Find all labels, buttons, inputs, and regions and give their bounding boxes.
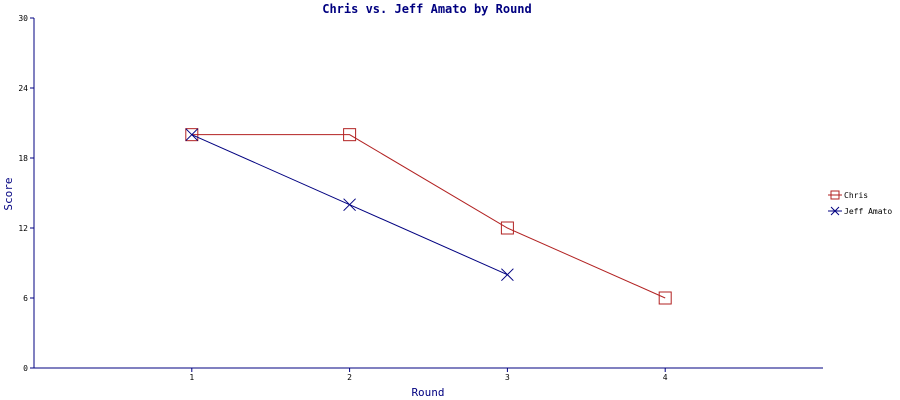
x-tick-label: 4 [663,373,668,382]
data-point-jeff-amato [343,198,356,212]
x-tick-label: 1 [189,373,194,382]
data-point-jeff-amato-stroke [343,198,356,212]
data-point-chris [343,128,357,142]
legend-label-jeff-amato: Jeff Amato [844,207,892,216]
legend-marker-jeff-amato [830,206,840,216]
y-axis-label: Score [2,177,15,210]
legend-label-chris: Chris [844,191,868,200]
data-point-chris [500,221,514,235]
data-point-jeff-amato-stroke [185,128,199,142]
data-point-chris [185,128,199,142]
series-line-chris [191,134,666,299]
legend: Chris Jeff Amato [828,190,892,216]
x-axis-label: Round [411,386,444,399]
y-tick-label: 6 [23,294,28,303]
legend-marker-chris [830,190,840,200]
plot-area [185,128,672,305]
data-point-chris [658,291,672,305]
x-tick-label: 3 [505,373,510,382]
x-tick-label: 2 [347,373,352,382]
y-tick-label: 12 [18,224,28,233]
chart-title: Chris vs. Jeff Amato by Round [322,2,532,16]
data-point-jeff-amato [185,128,199,142]
y-tick-label: 0 [23,364,28,373]
y-tick-label: 30 [18,14,28,23]
y-tick-label: 24 [18,84,28,93]
y-tick-label: 18 [18,154,28,163]
data-point-jeff-amato-stroke [501,268,514,282]
data-point-jeff-amato [501,268,514,282]
legend-marker-jeff-amato-stroke [830,206,840,216]
